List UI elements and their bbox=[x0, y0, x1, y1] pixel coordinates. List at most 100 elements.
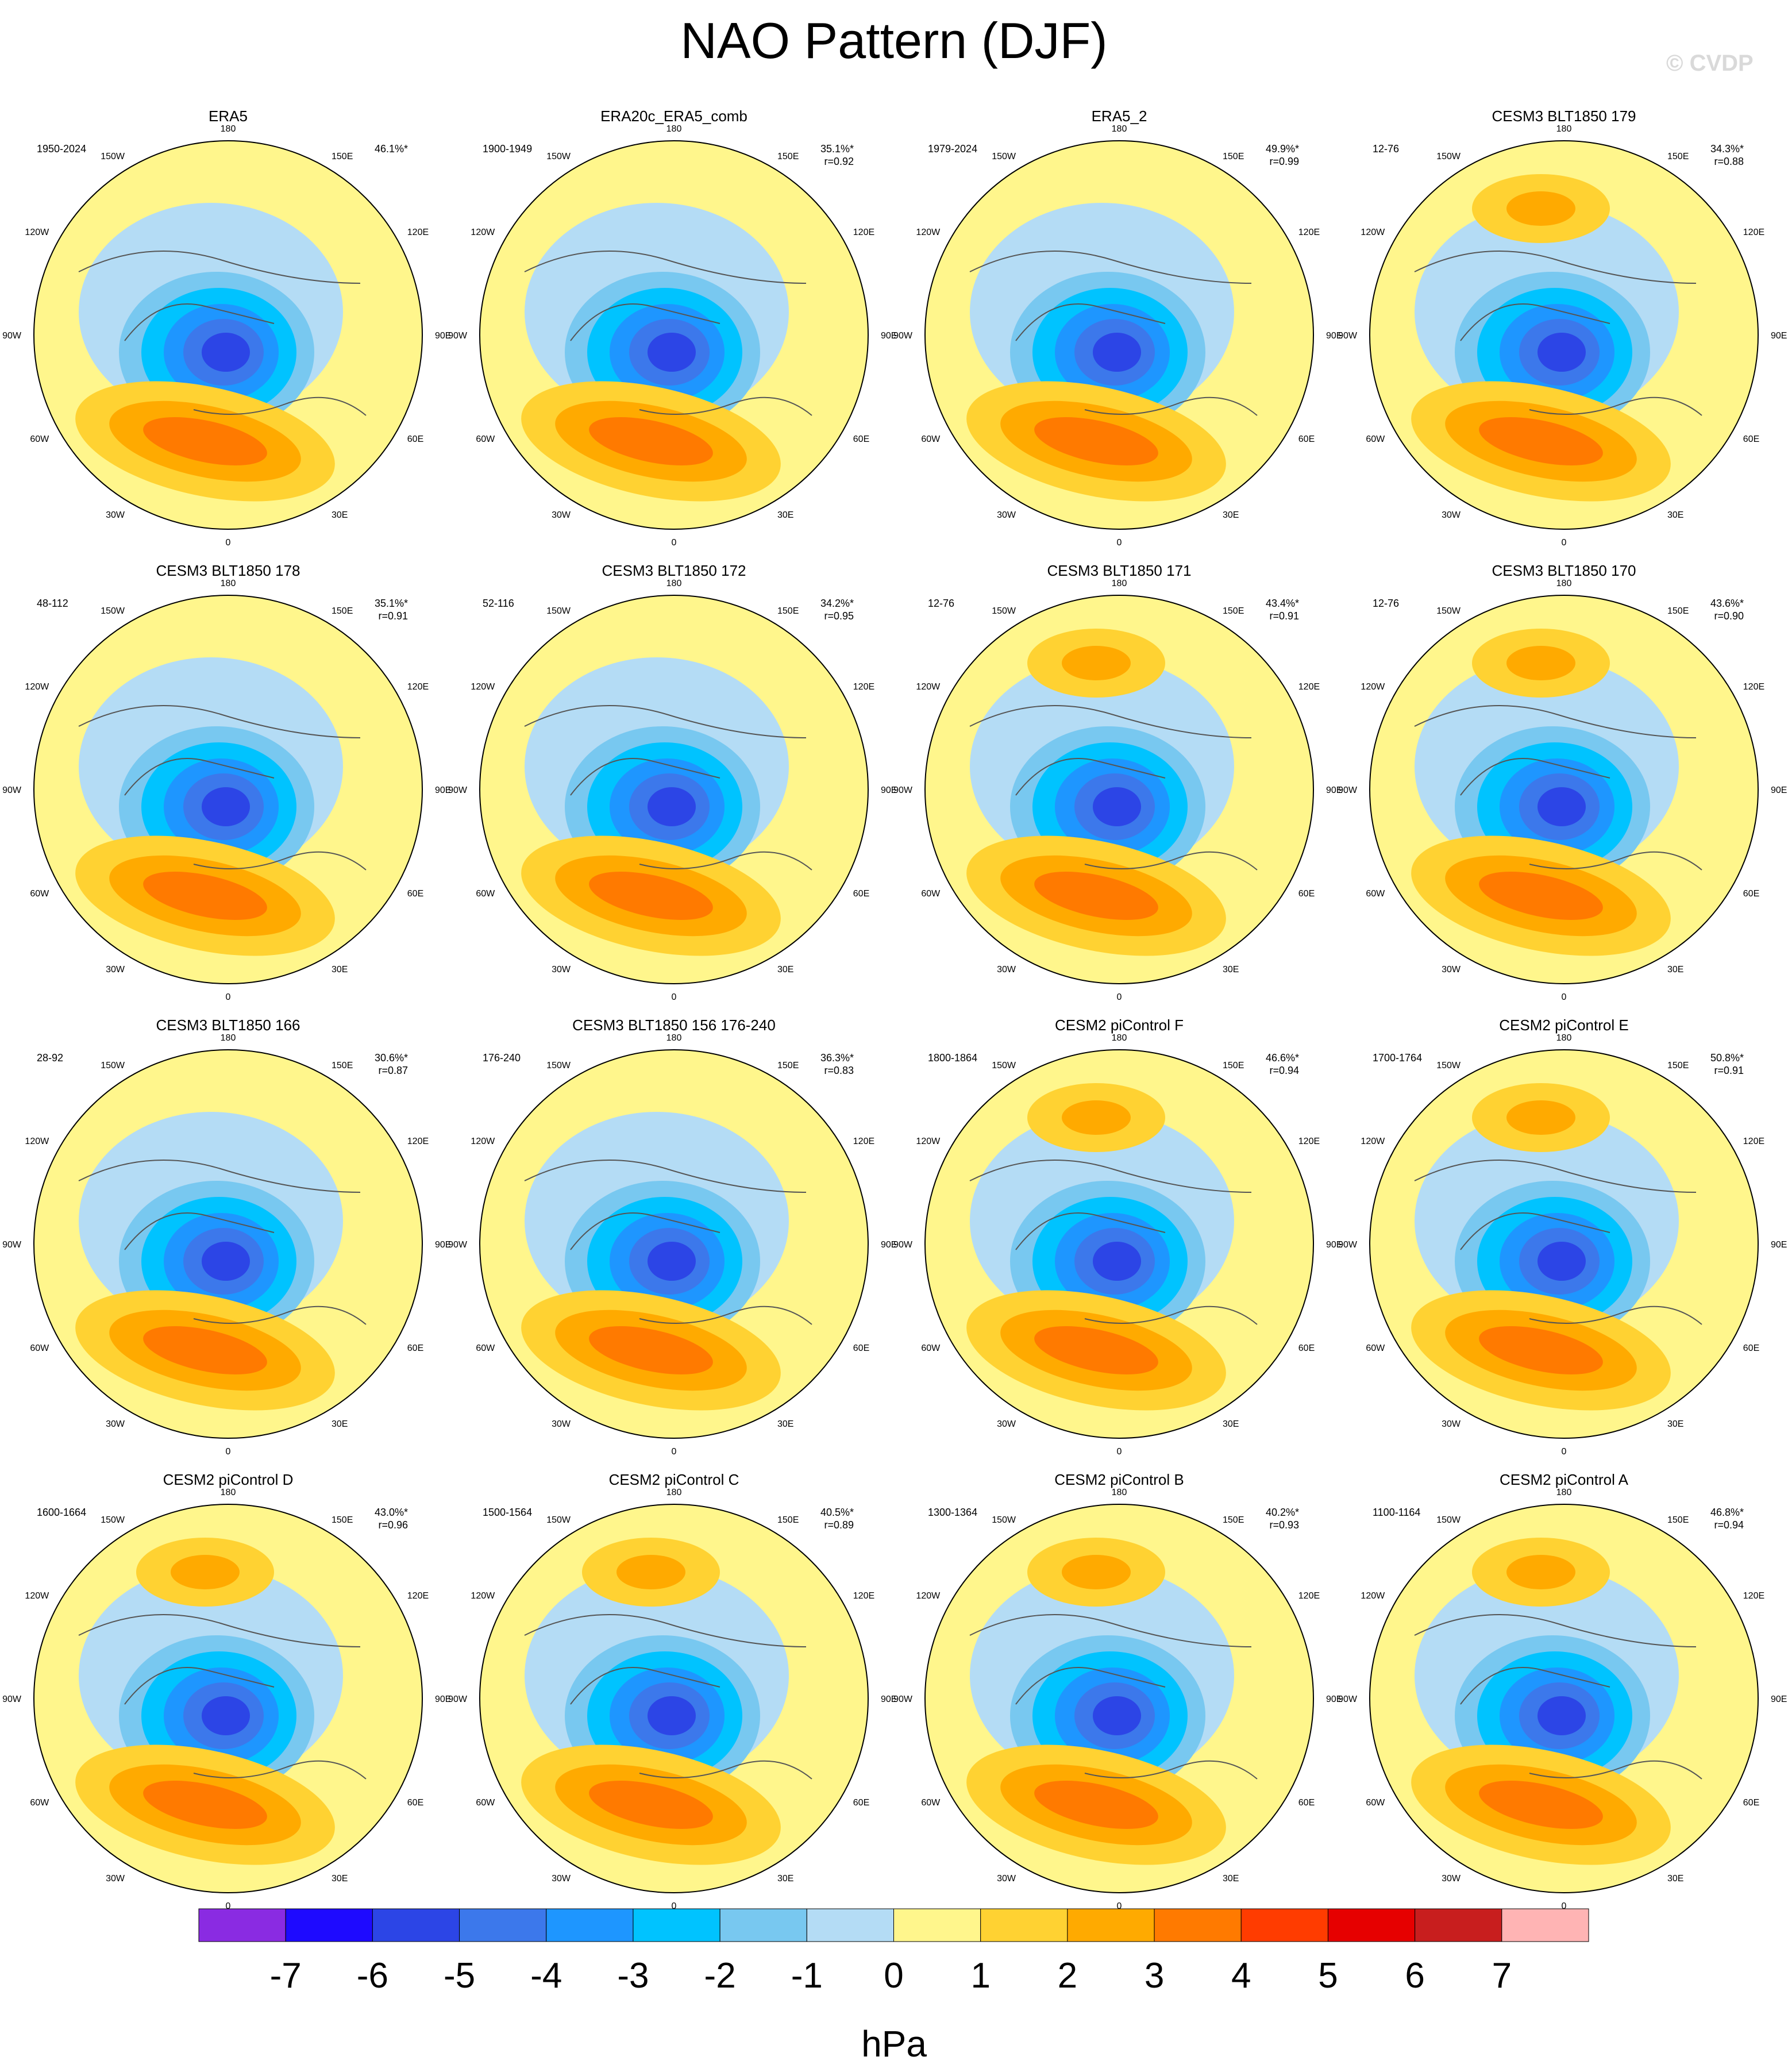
coastline bbox=[78, 1160, 361, 1193]
contour-fill bbox=[648, 1242, 696, 1281]
colorbar-swatch bbox=[546, 1908, 634, 1942]
map-boundary bbox=[33, 1049, 423, 1439]
coastline bbox=[1460, 1667, 1610, 1705]
panel-years: 12-76 bbox=[928, 598, 954, 609]
colorbar-swatch bbox=[198, 1908, 286, 1942]
contour-fill bbox=[1034, 1326, 1158, 1374]
lon-label: 90E bbox=[435, 1240, 451, 1250]
lon-label: 150W bbox=[101, 606, 125, 616]
contour-fill bbox=[1093, 787, 1141, 826]
lon-label: 60W bbox=[30, 1343, 49, 1353]
panel-correlation: r=0.90 bbox=[1714, 610, 1744, 622]
lon-label: 90W bbox=[893, 1694, 913, 1704]
coastline bbox=[1460, 303, 1610, 341]
coastline bbox=[1529, 1760, 1702, 1780]
lon-label: 90E bbox=[1771, 1240, 1787, 1250]
contour-fill bbox=[1093, 1696, 1141, 1735]
panel-years: 48-112 bbox=[37, 598, 68, 609]
lon-label: 90W bbox=[1338, 1694, 1358, 1704]
panel-years: 176-240 bbox=[483, 1052, 521, 1064]
lon-label: 60E bbox=[407, 889, 423, 899]
colorbar-tick-label: 4 bbox=[1231, 1956, 1251, 1996]
lon-label: 60E bbox=[853, 434, 869, 444]
lon-label: 150W bbox=[1436, 1515, 1461, 1525]
lon-label: 30W bbox=[997, 1419, 1016, 1429]
contour-fill bbox=[648, 787, 696, 826]
lon-label: 30E bbox=[1223, 1419, 1239, 1429]
contour-fill bbox=[1506, 191, 1575, 226]
map-panel: ERA20c_ERA5_comb 1900-1949 35.1%*r=0.92 180… bbox=[448, 107, 897, 548]
panel-correlation: r=0.96 bbox=[378, 1519, 408, 1531]
map-boundary bbox=[479, 140, 869, 530]
lon-label: 90E bbox=[881, 785, 897, 795]
map-panel: CESM3 BLT1850 171 12-76 43.4%*r=0.91 180 150… bbox=[893, 562, 1342, 1002]
lon-label: 90E bbox=[1326, 785, 1342, 795]
lon-label: 90E bbox=[881, 1694, 897, 1704]
lon-label: 150W bbox=[546, 152, 571, 161]
map-boundary bbox=[1369, 595, 1759, 984]
lon-label: 150E bbox=[777, 152, 799, 161]
lon-label: 30E bbox=[1223, 965, 1239, 975]
colorbar-tick-label: -3 bbox=[617, 1956, 649, 1996]
lon-label: 60E bbox=[853, 1343, 869, 1353]
panel-correlation: r=0.94 bbox=[1269, 1065, 1299, 1076]
colorbar-tick-label: 2 bbox=[1058, 1956, 1077, 1996]
contour-fill bbox=[143, 1326, 267, 1374]
lon-label: 150E bbox=[777, 1061, 799, 1070]
panel-years: 1600-1664 bbox=[37, 1507, 86, 1518]
map-panel: CESM2 piControl D 1600-1664 43.0%*r=0.96 18… bbox=[2, 1471, 451, 1911]
lon-label: 60E bbox=[407, 1798, 423, 1808]
coastline bbox=[524, 251, 807, 284]
coastline bbox=[78, 1614, 361, 1647]
coastline bbox=[1084, 851, 1258, 871]
lon-label: 60E bbox=[853, 1798, 869, 1808]
watermark: © CVDP bbox=[1666, 51, 1754, 76]
lon-label: 120E bbox=[853, 682, 874, 692]
lon-label: 180 bbox=[1556, 124, 1572, 134]
contour-fill bbox=[1537, 1696, 1586, 1735]
lon-label: 30W bbox=[997, 1874, 1016, 1884]
colorbar-tick-label: -7 bbox=[270, 1956, 302, 1996]
panel-correlation: r=0.88 bbox=[1714, 156, 1744, 167]
map-boundary bbox=[479, 595, 869, 984]
lon-label: 0 bbox=[1562, 1447, 1567, 1457]
panel-title: CESM3 BLT1850 170 bbox=[1492, 562, 1636, 579]
lon-label: 60E bbox=[1743, 889, 1759, 899]
lon-label: 0 bbox=[1562, 992, 1567, 1002]
lon-label: 180 bbox=[1112, 1488, 1127, 1497]
contour-fill bbox=[202, 787, 250, 826]
lon-label: 150W bbox=[101, 1061, 125, 1070]
lon-label: 30E bbox=[332, 965, 348, 975]
lon-label: 120W bbox=[25, 1591, 49, 1601]
lon-label: 60W bbox=[921, 1343, 941, 1353]
coastline bbox=[570, 303, 720, 341]
panel-title: CESM2 piControl F bbox=[1055, 1016, 1184, 1034]
coastline bbox=[1414, 705, 1697, 738]
map-boundary bbox=[1369, 1049, 1759, 1439]
panel-title: CESM3 BLT1850 166 bbox=[156, 1016, 300, 1034]
coastline bbox=[124, 1212, 275, 1250]
lon-label: 120E bbox=[407, 228, 429, 237]
panel-correlation: r=0.95 bbox=[824, 610, 854, 622]
panel-variance: 50.8%* bbox=[1710, 1052, 1744, 1064]
map-panel: CESM2 piControl F 1800-1864 46.6%*r=0.94 18… bbox=[893, 1016, 1342, 1457]
lon-label: 90E bbox=[881, 331, 897, 341]
coastline bbox=[524, 1614, 807, 1647]
contour-fill bbox=[1506, 1100, 1575, 1135]
lon-label: 0 bbox=[1117, 1447, 1122, 1457]
panel-title: CESM3 BLT1850 179 bbox=[1492, 107, 1636, 125]
colorbar-swatch bbox=[893, 1908, 981, 1942]
lon-label: 90W bbox=[2, 331, 22, 341]
panel-years: 1500-1564 bbox=[483, 1507, 532, 1518]
lon-label: 120E bbox=[407, 682, 429, 692]
coastline bbox=[639, 1305, 812, 1325]
panel-title: CESM3 BLT1850 156 176-240 bbox=[572, 1016, 776, 1034]
colorbar-tick-label: 6 bbox=[1405, 1956, 1424, 1996]
lon-label: 0 bbox=[1562, 1901, 1567, 1911]
map-boundary bbox=[33, 595, 423, 984]
lon-label: 120W bbox=[471, 228, 495, 237]
lon-label: 0 bbox=[672, 1447, 677, 1457]
lon-label: 150E bbox=[777, 606, 799, 616]
contour-fill bbox=[1062, 1100, 1131, 1135]
contour-fill bbox=[648, 1696, 696, 1735]
